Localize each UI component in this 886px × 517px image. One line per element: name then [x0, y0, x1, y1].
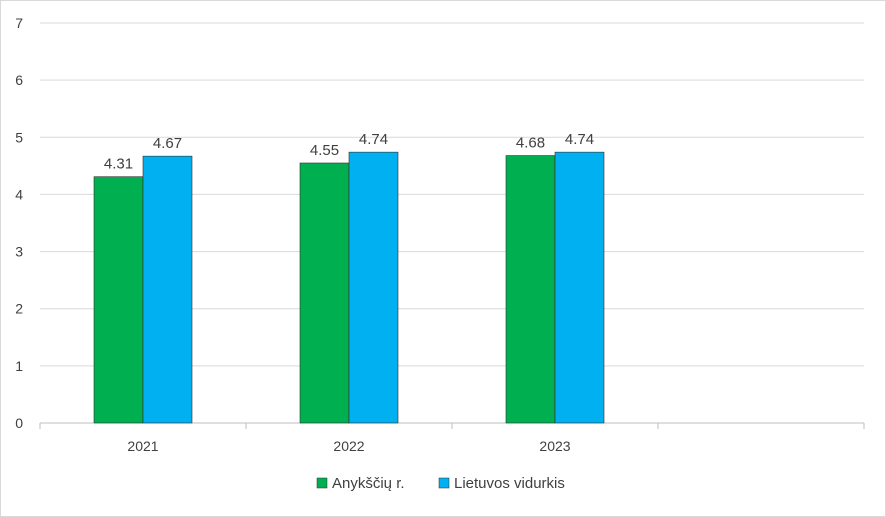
- data-label: 4.74: [359, 131, 388, 148]
- y-tick-label: 4: [15, 186, 23, 202]
- data-label: 4.67: [153, 135, 182, 152]
- bar-lietuvos-2023: [554, 151, 605, 424]
- y-tick-label: 1: [15, 358, 23, 374]
- x-tick-label: 2022: [333, 438, 364, 454]
- legend: Anykščių r. Lietuvos vidurkis: [316, 475, 565, 492]
- data-label: 4.55: [310, 142, 339, 159]
- legend-label: Lietuvos vidurkis: [454, 475, 565, 492]
- y-tick-label: 6: [15, 72, 23, 88]
- y-tick-label: 0: [15, 415, 23, 431]
- legend-swatch: [438, 477, 450, 489]
- y-tick-label: 2: [15, 301, 23, 317]
- y-axis: 0 1 2 3 4 5 6 7: [15, 15, 23, 431]
- bar-anyksciu-2023: [505, 155, 556, 424]
- legend-swatch: [316, 477, 328, 489]
- bar-lietuvos-2022: [348, 151, 399, 424]
- data-label: 4.74: [565, 131, 594, 148]
- bar-anyksciu-2021: [93, 176, 144, 424]
- bar-lietuvos-2021: [142, 155, 193, 424]
- y-tick-label: 7: [15, 15, 23, 31]
- x-axis: 2021 2022 2023: [39, 422, 865, 454]
- data-label: 4.31: [104, 156, 133, 173]
- x-tick-label: 2023: [539, 438, 570, 454]
- data-label: 4.68: [516, 135, 545, 152]
- bar-anyksciu-2022: [299, 162, 350, 424]
- y-tick-label: 5: [15, 129, 23, 145]
- data-labels: 4.31 4.67 4.55 4.74 4.68 4.74: [104, 131, 594, 173]
- y-tick-label: 3: [15, 244, 23, 260]
- x-tick-label: 2021: [127, 438, 158, 454]
- legend-label: Anykščių r.: [332, 475, 405, 492]
- bars: [93, 151, 605, 424]
